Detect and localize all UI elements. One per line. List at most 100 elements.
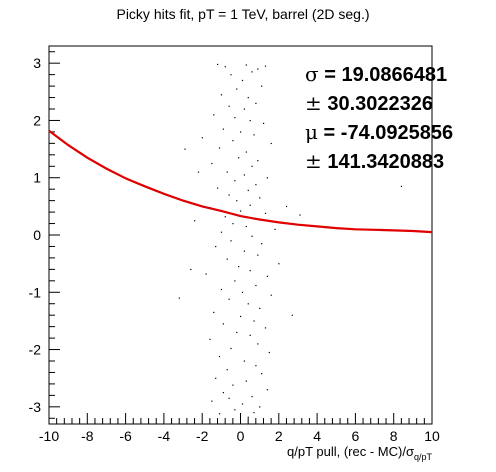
data-point — [270, 142, 272, 145]
fit-curve — [48, 129, 433, 234]
data-point — [400, 185, 403, 188]
data-point — [232, 384, 234, 386]
data-point — [251, 396, 253, 398]
data-point — [228, 397, 230, 399]
x-tick-label: -10 — [39, 428, 59, 444]
data-point — [264, 65, 267, 67]
data-point — [241, 403, 244, 405]
fit-stat-line: ± 141.3420883 — [305, 149, 444, 173]
data-point — [253, 320, 255, 322]
data-point — [194, 220, 196, 222]
data-point — [222, 323, 224, 325]
data-point — [190, 268, 192, 271]
data-point — [228, 105, 230, 107]
data-point — [243, 360, 246, 362]
data-point — [266, 177, 269, 179]
data-point — [243, 250, 246, 252]
data-point — [220, 231, 223, 233]
data-point — [253, 412, 255, 414]
data-point — [232, 223, 234, 225]
data-point — [240, 131, 242, 133]
data-point — [257, 254, 259, 256]
x-tick-label: -2 — [196, 428, 209, 444]
data-point — [243, 174, 246, 176]
x-tick-label: 4 — [313, 428, 321, 444]
data-point — [224, 66, 226, 68]
data-point — [218, 413, 221, 415]
x-tick-label: 6 — [352, 428, 360, 444]
data-point — [291, 314, 293, 316]
data-point — [234, 280, 236, 282]
data-point — [249, 270, 251, 272]
fit-stat-line: ± 30.3022326 — [305, 91, 433, 115]
data-point — [209, 338, 211, 340]
data-point — [241, 291, 244, 293]
data-point — [178, 297, 180, 299]
data-point — [285, 205, 288, 208]
y-tick-label: 1 — [33, 170, 41, 186]
x-tick-label: 10 — [424, 428, 440, 444]
y-tick-label: -3 — [29, 399, 42, 415]
data-point — [262, 122, 265, 125]
data-point — [197, 171, 200, 173]
x-axis-label: q/pT pull, (rec - MC)/σq/pT — [287, 444, 432, 462]
data-point — [249, 334, 251, 336]
data-point — [220, 94, 223, 96]
data-point — [215, 245, 217, 248]
data-point — [278, 263, 280, 265]
data-point — [218, 355, 221, 358]
data-point — [184, 148, 186, 150]
data-point — [232, 140, 234, 142]
data-point — [222, 128, 224, 130]
y-tick-label: -1 — [29, 284, 42, 300]
data-point — [253, 134, 255, 136]
data-point — [205, 273, 207, 275]
data-point — [228, 194, 230, 196]
data-point — [236, 331, 238, 334]
data-point — [217, 63, 219, 66]
data-point — [261, 373, 263, 375]
x-tick-label: 8 — [390, 428, 398, 444]
data-point — [245, 151, 247, 153]
data-point — [226, 258, 228, 260]
data-point — [245, 225, 247, 228]
data-point — [259, 307, 261, 310]
data-point — [261, 85, 263, 87]
data-point — [251, 165, 253, 167]
data-point — [255, 184, 257, 186]
data-point — [255, 102, 257, 104]
chart-title: Picky hits fit, pT = 1 TeV, barrel (2D s… — [116, 6, 369, 22]
data-point — [266, 275, 269, 277]
data-point — [218, 147, 221, 149]
x-tick-label: 0 — [237, 428, 245, 444]
data-point — [247, 97, 249, 99]
data-point — [201, 137, 203, 139]
data-point — [234, 409, 236, 411]
data-point — [259, 197, 261, 199]
data-point — [230, 240, 232, 242]
data-point — [213, 114, 215, 116]
data-point — [241, 79, 244, 82]
data-point — [257, 343, 259, 345]
data-point — [213, 311, 215, 314]
fit-stat-line: σ = 19.0866481 — [305, 62, 447, 86]
data-point — [230, 74, 232, 76]
data-point — [226, 171, 228, 173]
data-point — [243, 108, 246, 110]
data-point — [220, 288, 223, 291]
data-point — [211, 400, 213, 402]
data-point — [259, 406, 261, 408]
data-point — [251, 71, 253, 73]
data-point — [249, 119, 251, 122]
data-point — [234, 117, 236, 119]
y-tick-label: 3 — [33, 55, 41, 71]
data-point — [270, 294, 272, 296]
data-point — [257, 68, 259, 70]
x-tick-label: -4 — [158, 428, 171, 444]
data-point — [264, 212, 267, 214]
data-point — [222, 392, 224, 394]
data-point — [245, 64, 247, 66]
